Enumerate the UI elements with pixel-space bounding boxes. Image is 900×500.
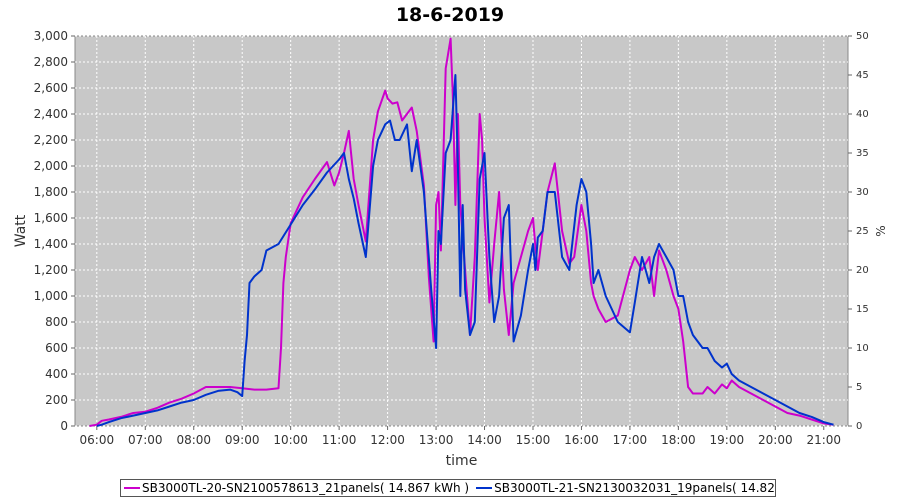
legend-item-series-2: SB3000TL-21-SN2130032031_19panels( 14.82…	[476, 481, 775, 495]
x-tick-label: 18:00	[661, 433, 696, 447]
y-tick-label: 400	[45, 367, 68, 381]
y-tick-label: 2,400	[34, 107, 68, 121]
y-tick-label: 1,800	[34, 185, 68, 199]
y-tick-label: 1,000	[34, 289, 68, 303]
y-tick-label: 2,600	[34, 81, 68, 95]
legend-swatch-series-1	[124, 487, 140, 489]
y-tick-label: 1,200	[34, 263, 68, 277]
y2-tick-label: 30	[856, 187, 869, 198]
x-tick-label: 17:00	[613, 433, 648, 447]
legend-item-series-1: SB3000TL-20-SN2100578613_21panels( 14.86…	[124, 481, 469, 495]
y-tick-label: 2,200	[34, 133, 68, 147]
y2-tick-label: 0	[856, 421, 862, 432]
y2-tick-label: 25	[856, 226, 869, 237]
y-axis-label: Watt	[13, 214, 29, 247]
x-tick-label: 10:00	[273, 433, 308, 447]
y-tick-label: 600	[45, 341, 68, 355]
y-tick-label: 2,000	[34, 159, 68, 173]
x-tick-label: 14:00	[467, 433, 502, 447]
y2-tick-label: 45	[856, 70, 869, 81]
y-tick-label: 1,600	[34, 211, 68, 225]
legend-swatch-series-2	[476, 487, 493, 489]
x-tick-label: 19:00	[710, 433, 745, 447]
y2-tick-label: 40	[856, 109, 869, 120]
x-tick-label: 09:00	[225, 433, 260, 447]
x-tick-label: 12:00	[370, 433, 405, 447]
y2-tick-label: 50	[856, 31, 869, 42]
y-tick-label: 200	[45, 393, 68, 407]
y2-tick-label: 15	[856, 304, 869, 315]
series-line-1	[89, 37, 834, 427]
x-axis-label: time	[446, 453, 478, 469]
y2-tick-label: 20	[856, 265, 869, 276]
x-tick-label: 08:00	[176, 433, 211, 447]
x-tick-label: 16:00	[564, 433, 599, 447]
x-tick-label: 07:00	[128, 433, 163, 447]
y2-tick-label: 5	[856, 382, 862, 393]
x-tick-label: 15:00	[516, 433, 551, 447]
legend-label-series-1: SB3000TL-20-SN2100578613_21panels( 14.86…	[142, 481, 470, 495]
y-tick-label: 0	[60, 419, 68, 433]
series-line-2	[96, 74, 834, 427]
chart-title: 18-6-2019	[395, 4, 505, 26]
y2-tick-label: 10	[856, 343, 869, 354]
y-tick-label: 3,000	[34, 29, 68, 43]
x-tick-label: 11:00	[322, 433, 357, 447]
legend-label-series-2: SB3000TL-21-SN2130032031_19panels( 14.82…	[494, 481, 775, 495]
y2-axis-label: %	[874, 225, 888, 236]
y-tick-label: 800	[45, 315, 68, 329]
x-tick-label: 13:00	[419, 433, 454, 447]
x-tick-label: 20:00	[758, 433, 793, 447]
x-tick-label: 21:00	[806, 433, 841, 447]
chart-legend: SB3000TL-20-SN2100578613_21panels( 14.86…	[120, 479, 776, 497]
y-tick-label: 2,800	[34, 55, 68, 69]
y2-tick-label: 35	[856, 148, 869, 159]
y-tick-label: 1,400	[34, 237, 68, 251]
x-tick-label: 06:00	[80, 433, 115, 447]
